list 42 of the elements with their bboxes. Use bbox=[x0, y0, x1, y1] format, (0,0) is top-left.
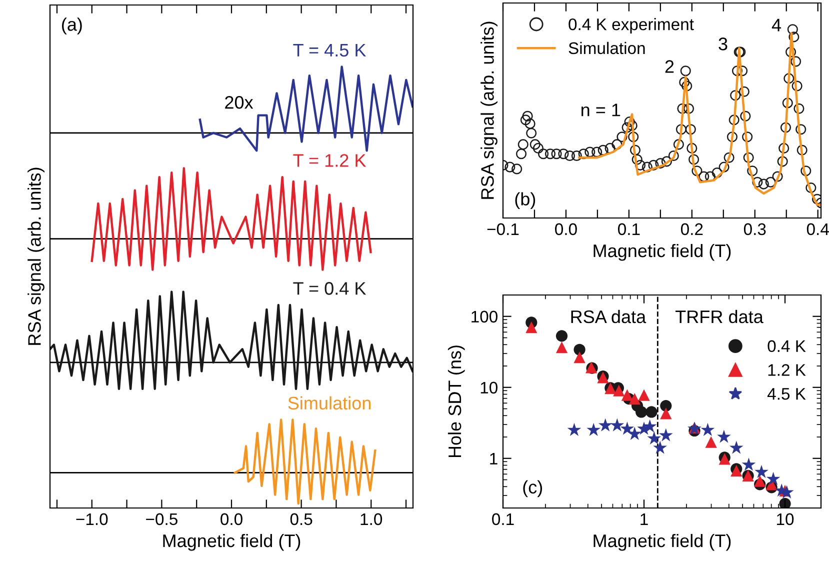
annotation: 4 bbox=[772, 18, 782, 32]
series-label: T = 4.5 K bbox=[293, 44, 366, 57]
series-label: Simulation bbox=[288, 396, 370, 410]
legend-label: 4.5 K bbox=[767, 388, 806, 400]
legend-label: 1.2 K bbox=[768, 364, 806, 376]
x-tick-label: 0.0 bbox=[220, 513, 242, 526]
annotation: 3 bbox=[718, 38, 728, 50]
annotation: (c) bbox=[523, 480, 542, 498]
x-axis-title: Magnetic field (T) bbox=[163, 534, 300, 551]
series-label: T = 1.2 K bbox=[293, 154, 366, 167]
x-tick-label: −0.5 bbox=[146, 513, 178, 526]
x-axis-title: Magnetic field (T) bbox=[594, 534, 731, 551]
x-tick-label: 0.5 bbox=[290, 513, 312, 526]
x-axis-title: Magnetic field (T) bbox=[594, 244, 731, 261]
y-axis-title: RSA signal (arb. units) bbox=[28, 168, 44, 345]
x-tick-label: −1.0 bbox=[76, 513, 108, 526]
annotation: RSA data bbox=[571, 310, 646, 324]
x-tick-label: 0.2 bbox=[680, 223, 703, 236]
x-tick-label: 1.0 bbox=[360, 513, 382, 526]
x-tick-label: 1 bbox=[640, 513, 648, 525]
annotation: TRFR data bbox=[676, 310, 764, 324]
x-tick-label: 0.3 bbox=[744, 223, 766, 236]
annotation: (b) bbox=[515, 192, 536, 210]
y-tick-label: 1 bbox=[490, 452, 498, 464]
annotation: 20x bbox=[225, 96, 254, 109]
x-tick-label: −0.1 bbox=[487, 223, 519, 236]
legend-label: 0.4 K experiment bbox=[568, 18, 694, 34]
legend-label: Simulation bbox=[568, 42, 645, 54]
annotation: 2 bbox=[665, 60, 674, 73]
x-tick-label: 0.1 bbox=[618, 223, 640, 236]
y-tick-label: 10 bbox=[480, 382, 498, 394]
y-axis-title: Hole SDT (ns) bbox=[448, 346, 465, 458]
y-axis-title: RSA signal (arb. units) bbox=[480, 22, 498, 199]
x-tick-label: 0.0 bbox=[555, 223, 577, 236]
x-tick-label: 0.1 bbox=[492, 513, 514, 526]
series-label: T = 0.4 K bbox=[293, 282, 366, 295]
text: (a) bbox=[62, 18, 82, 34]
x-tick-label: 0.4 bbox=[806, 223, 829, 236]
legend-label: 0.4 K bbox=[768, 340, 806, 352]
x-tick-label: 10 bbox=[777, 513, 794, 526]
annotation: n = 1 bbox=[582, 104, 620, 116]
y-tick-label: 100 bbox=[472, 310, 498, 323]
